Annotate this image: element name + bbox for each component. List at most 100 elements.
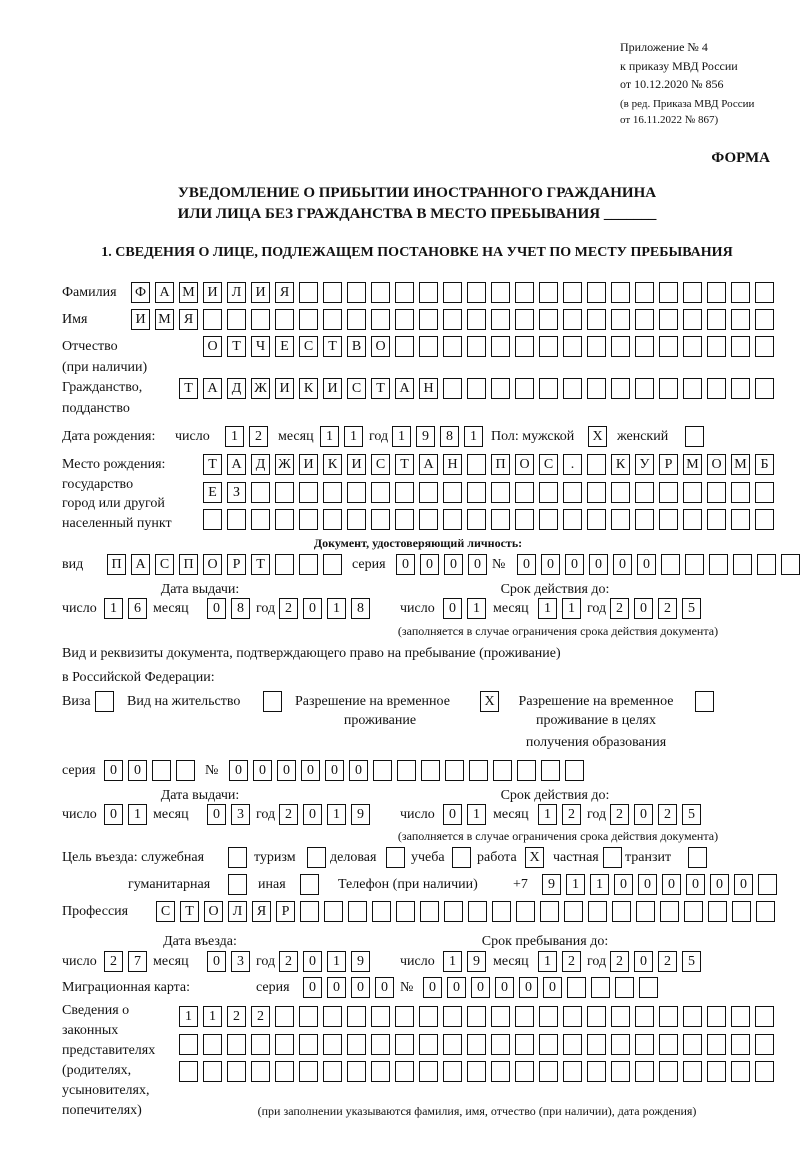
birth-year-cell[interactable]: 8 [440,426,459,447]
patronymic-cell[interactable] [491,336,510,357]
surname-cell[interactable]: Ф [131,282,150,303]
profession-cell[interactable] [324,901,343,922]
stay-number-cell[interactable] [493,760,512,781]
citizenship-cell[interactable] [731,378,750,399]
profession-cell[interactable]: Я [252,901,271,922]
birth-month-cell[interactable]: 1 [344,426,363,447]
reps-3-cell[interactable] [635,1061,654,1082]
reps-2-cell[interactable] [683,1034,702,1055]
stay-series-cell[interactable] [152,760,171,781]
id-kind-cell[interactable]: Р [227,554,246,575]
purpose-humanitarian-checkbox[interactable] [228,874,247,895]
phone-cell[interactable]: 0 [614,874,633,895]
name-cell[interactable] [635,309,654,330]
name-cell[interactable] [731,309,750,330]
birthplace-1-cell[interactable] [587,454,606,475]
name-cell[interactable]: Я [179,309,198,330]
stay-issue-year-cell[interactable]: 0 [303,804,322,825]
birthplace-1-cell[interactable]: Ж [275,454,294,475]
purpose-private-checkbox[interactable] [603,847,622,868]
birthplace-1-cell[interactable]: Д [251,454,270,475]
profession-cell[interactable] [516,901,535,922]
id-number-cell[interactable]: 0 [589,554,608,575]
stay-until-year-cell[interactable]: 5 [682,951,701,972]
reps-3-cell[interactable] [755,1061,774,1082]
name-cell[interactable] [347,309,366,330]
patronymic-cell[interactable]: С [299,336,318,357]
reps-3-cell[interactable] [515,1061,534,1082]
citizenship-cell[interactable] [635,378,654,399]
mig-series-cell[interactable]: 0 [327,977,346,998]
id-kind-cell[interactable]: Т [251,554,270,575]
name-cell[interactable] [371,309,390,330]
citizenship-cell[interactable] [587,378,606,399]
entry-year-cell[interactable]: 1 [327,951,346,972]
stay-issue-year-cell[interactable]: 2 [279,804,298,825]
birthplace-2-cell[interactable] [347,482,366,503]
birthplace-2-cell[interactable] [467,482,486,503]
birthplace-3-cell[interactable] [275,509,294,530]
id-kind-cell[interactable] [275,554,294,575]
birthplace-3-cell[interactable] [563,509,582,530]
reps-1-cell[interactable] [347,1006,366,1027]
id-kind-cell[interactable] [323,554,342,575]
stay-until-day-cell[interactable]: 9 [467,951,486,972]
id-issue-year-cell[interactable]: 8 [351,598,370,619]
birthplace-3-cell[interactable] [755,509,774,530]
reps-3-cell[interactable] [491,1061,510,1082]
reps-1-cell[interactable]: 1 [203,1006,222,1027]
citizenship-cell[interactable] [755,378,774,399]
birthplace-3-cell[interactable] [203,509,222,530]
birthplace-3-cell[interactable] [539,509,558,530]
birthplace-3-cell[interactable] [467,509,486,530]
birthplace-1-cell[interactable]: Т [395,454,414,475]
name-cell[interactable] [539,309,558,330]
reps-3-cell[interactable] [443,1061,462,1082]
patronymic-cell[interactable] [539,336,558,357]
reps-2-cell[interactable] [587,1034,606,1055]
surname-cell[interactable] [347,282,366,303]
reps-3-cell[interactable] [563,1061,582,1082]
id-number-cell[interactable] [733,554,752,575]
name-cell[interactable] [419,309,438,330]
entry-day-cell[interactable]: 7 [128,951,147,972]
birth-day-cell[interactable]: 1 [225,426,244,447]
id-number-cell[interactable]: 0 [517,554,536,575]
patronymic-cell[interactable] [755,336,774,357]
profession-cell[interactable] [684,901,703,922]
sex-male-checkbox[interactable]: X [588,426,607,447]
birth-year-cell[interactable]: 9 [416,426,435,447]
phone-cell[interactable]: 0 [710,874,729,895]
reps-1-cell[interactable] [707,1006,726,1027]
profession-cell[interactable]: С [156,901,175,922]
surname-cell[interactable] [611,282,630,303]
reps-2-cell[interactable] [707,1034,726,1055]
birthplace-2-cell[interactable]: З [227,482,246,503]
birthplace-2-cell[interactable] [539,482,558,503]
surname-cell[interactable]: Я [275,282,294,303]
surname-cell[interactable] [707,282,726,303]
stay-issue-day-cell[interactable]: 1 [128,804,147,825]
birthplace-3-cell[interactable] [299,509,318,530]
id-issue-year-cell[interactable]: 2 [279,598,298,619]
id-valid-year-cell[interactable]: 2 [658,598,677,619]
surname-cell[interactable] [323,282,342,303]
surname-cell[interactable] [563,282,582,303]
stay-until-month-cell[interactable]: 1 [538,951,557,972]
stay-valid-year-cell[interactable]: 5 [682,804,701,825]
birthplace-3-cell[interactable] [419,509,438,530]
reps-1-cell[interactable]: 1 [179,1006,198,1027]
stay-valid-year-cell[interactable]: 2 [610,804,629,825]
birthplace-3-cell[interactable] [251,509,270,530]
profession-cell[interactable] [588,901,607,922]
surname-cell[interactable] [587,282,606,303]
birthplace-2-cell[interactable] [491,482,510,503]
surname-cell[interactable] [683,282,702,303]
birthplace-1-cell[interactable]: Б [755,454,774,475]
profession-cell[interactable] [372,901,391,922]
name-cell[interactable] [683,309,702,330]
name-cell[interactable] [755,309,774,330]
reps-2-cell[interactable] [395,1034,414,1055]
stay-series-cell[interactable]: 0 [104,760,123,781]
birth-month-cell[interactable]: 1 [320,426,339,447]
